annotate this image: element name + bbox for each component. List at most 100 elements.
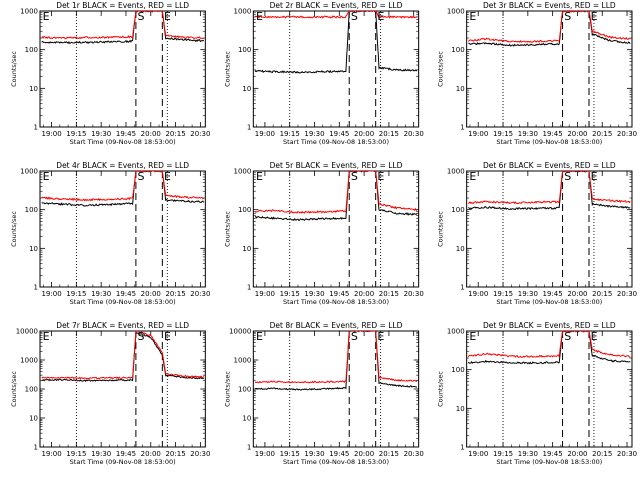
x-tick-label: 20:15 [379,130,399,138]
y-tick-label: 10000 [229,328,251,336]
y-tick-label: 1000 [234,357,252,365]
x-tick-label: 20:00 [354,130,374,138]
x-tick-label: 19:45 [116,130,136,138]
x-tick-label: 20:30 [190,450,210,458]
y-tick-label: 100 [451,206,464,214]
plot-frame [39,10,206,128]
marker-e: E [43,330,50,343]
x-tick-label: 20:00 [567,290,587,298]
x-tick-label: 19:30 [91,130,111,138]
series-line-events [41,331,205,383]
x-tick-label: 20:00 [141,290,161,298]
x-tick-label: 19:00 [41,130,61,138]
series-line-lld [41,171,205,202]
marker-e: E [377,330,384,343]
marker-e: E [591,170,598,183]
x-tick-label: 19:45 [543,290,563,298]
x-tick-label: 19:30 [518,450,538,458]
series-line-events [468,11,631,47]
panel-det-6: Det 6r BLACK = Events, RED = LLD 1 10 100 10… [437,161,637,306]
panel-det-8: Det 8r BLACK = Events, RED = LLD 1 10 100 10… [223,321,423,466]
y-tick-label: 100 [451,366,464,374]
y-tick-label: 10 [242,415,251,423]
marker-s: S [138,170,145,183]
marker-e: E [164,330,171,343]
series-line-lld [467,11,631,43]
y-tick-label: 1 [34,124,38,132]
x-tick-label: 20:30 [617,290,637,298]
y-tick-label: 1000 [447,328,465,336]
y-tick-label: 100 [25,46,38,54]
panel-title: Det 4r BLACK = Events, RED = LLD [56,161,189,170]
series-line-events [41,171,205,207]
x-tick-label: 20:00 [141,450,161,458]
x-tick-label: 19:45 [116,290,136,298]
panel-det-9: Det 9r BLACK = Events, RED = LLD 1 10 100 10… [437,321,637,466]
y-tick-label: 100 [451,46,464,54]
x-tick-label: 19:45 [543,450,563,458]
x-tick-label: 20:15 [379,450,399,458]
x-tick-label: 19:30 [91,450,111,458]
x-axis-label: Start Time (09-Nov-08 18:53:00) [70,298,176,306]
y-axis-label: Counts/sec [10,371,18,407]
series-line-lld [467,171,631,205]
marker-s: S [564,330,571,343]
x-tick-label: 20:00 [354,290,374,298]
x-tick-label: 19:15 [493,290,513,298]
x-tick-label: 19:00 [41,450,61,458]
y-tick-label: 1 [460,444,464,452]
x-tick-label: 19:45 [329,130,349,138]
x-axis-label: Start Time (09-Nov-08 18:53:00) [70,138,176,146]
marker-e: E [164,10,171,23]
marker-e: E [469,170,476,183]
y-tick-label: 10000 [16,328,38,336]
x-tick-label: 20:30 [617,130,637,138]
x-tick-label: 20:15 [592,450,612,458]
series-line-lld [41,11,204,40]
x-tick-label: 19:00 [41,290,61,298]
marker-e: E [43,10,50,23]
x-tick-label: 19:00 [255,130,275,138]
marker-s: S [351,170,358,183]
x-tick-label: 19:15 [280,450,300,458]
x-tick-label: 20:30 [404,290,424,298]
y-tick-label: 1000 [234,8,252,16]
panel-det-3: Det 3r BLACK = Events, RED = LLD 1 10 100 10… [437,1,637,146]
x-tick-label: 19:45 [543,130,563,138]
marker-s: S [564,10,571,23]
y-tick-label: 10 [29,415,38,423]
marker-e: E [377,10,384,23]
x-tick-label: 20:30 [404,130,424,138]
y-tick-label: 1000 [20,357,38,365]
x-tick-label: 20:15 [592,290,612,298]
y-axis-label: Counts/sec [223,211,231,247]
y-tick-label: 1 [247,124,251,132]
marker-e: E [469,330,476,343]
panel-title: Det 9r BLACK = Events, RED = LLD [483,321,616,330]
y-tick-label: 10 [242,85,251,93]
plot-frame [252,170,420,288]
x-tick-label: 20:15 [165,450,185,458]
x-tick-label: 19:30 [91,290,111,298]
marker-e: E [591,330,598,343]
x-tick-label: 19:15 [493,450,513,458]
x-tick-label: 19:15 [66,290,86,298]
panel-title: Det 7r BLACK = Events, RED = LLD [56,321,189,330]
x-tick-label: 19:45 [329,450,349,458]
x-tick-label: 19:30 [304,450,324,458]
y-tick-label: 100 [238,206,251,214]
marker-e: E [256,10,263,23]
x-tick-label: 20:30 [190,290,210,298]
y-tick-label: 1000 [20,8,38,16]
plot-frame [39,330,206,448]
y-tick-label: 1 [460,124,464,132]
marker-e: E [256,170,263,183]
y-tick-label: 1000 [447,8,465,16]
panel-det-4: Det 4r BLACK = Events, RED = LLD 1 10 100 10… [10,161,210,306]
panel-title: Det 3r BLACK = Events, RED = LLD [483,1,616,10]
marker-e: E [256,330,263,343]
x-axis-label: Start Time (09-Nov-08 18:53:00) [70,458,176,466]
series-line-lld [467,331,631,359]
x-tick-label: 20:30 [190,130,210,138]
panel-title: Det 8r BLACK = Events, RED = LLD [270,321,403,330]
